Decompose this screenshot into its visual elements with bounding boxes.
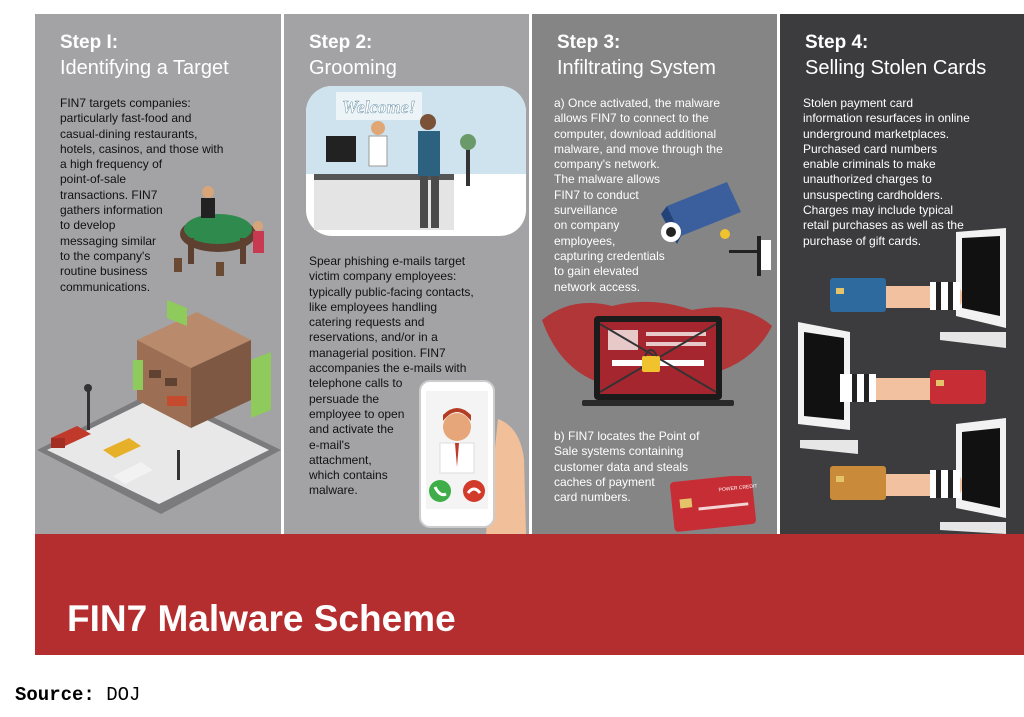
step-4-label: Step 4:: [805, 32, 869, 53]
step-3-text-b: b) FIN7 locates the Point of Sale system…: [554, 429, 700, 505]
step-4-text: Stolen payment card information resurfac…: [803, 96, 970, 248]
source-label: Source:: [15, 684, 95, 706]
divider-1: [281, 14, 284, 534]
step-2-label: Step 2:: [309, 32, 373, 53]
hotel-reception-illustration: Welcome!: [306, 86, 526, 236]
restaurant-building-illustration: [37, 300, 281, 514]
steps-panels: Step I: Identifying a Target FIN7 target…: [35, 14, 1024, 534]
title-banner: FIN7 Malware Scheme: [35, 534, 1024, 655]
svg-text:POWER CREDIT: POWER CREDIT: [718, 483, 757, 493]
source-line: Source: DOJ: [15, 684, 140, 706]
monitor-hand-card-illustration: [798, 228, 1006, 534]
credit-card-illustration: POWER CREDIT: [670, 476, 758, 532]
step-4-title: Selling Stolen Cards: [805, 57, 987, 79]
step-1-text: FIN7 targets companies: particularly fas…: [60, 96, 224, 294]
source-value: DOJ: [106, 684, 141, 706]
smartphone-call-illustration: [419, 380, 526, 534]
step-1-label: Step I:: [60, 32, 119, 53]
banner-title: FIN7 Malware Scheme: [67, 598, 456, 639]
step-1-panel: Step I: Identifying a Target FIN7 target…: [35, 14, 281, 534]
step-4-panel: Step 4: Selling Stolen Cards Stolen paym…: [780, 14, 1024, 534]
divider-2: [529, 14, 532, 534]
divider-3: [777, 14, 780, 534]
step-1-title: Identifying a Target: [60, 57, 229, 79]
step-2-text: Spear phishing e-mails target victim com…: [309, 254, 474, 498]
infographic: Step I: Identifying a Target FIN7 target…: [35, 14, 1024, 655]
step-2-title: Grooming: [309, 57, 397, 79]
step-3-panel: Step 3: Infiltrating System a) Once acti…: [532, 14, 777, 534]
step-3-label: Step 3:: [557, 32, 621, 53]
locked-laptop-illustration: [542, 301, 772, 406]
step-2-panel: Step 2: Grooming Welcome! Spe: [284, 14, 529, 534]
welcome-sign: Welcome!: [342, 97, 416, 117]
step-3-text-a: a) Once activated, the malware allows FI…: [554, 96, 723, 294]
step-3-title: Infiltrating System: [557, 57, 716, 79]
casino-table-illustration: [174, 186, 264, 276]
security-camera-illustration: [661, 182, 771, 276]
